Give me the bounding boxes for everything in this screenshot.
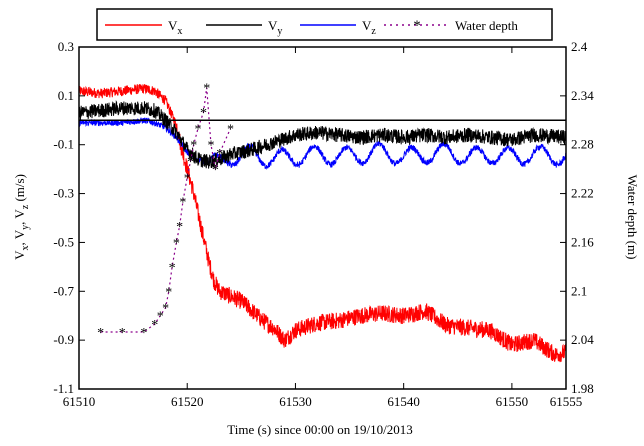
y-right-tick-label: 2.4 (571, 39, 588, 54)
y-left-tick-label: -1.1 (53, 381, 74, 396)
series-line-vz (78, 117, 567, 170)
y-left-tick-label: -0.7 (53, 283, 74, 298)
legend: Vx Vy Vz * Water depth (96, 8, 553, 41)
x-tick-label: 61520 (171, 394, 204, 409)
water-depth-point: * (169, 261, 176, 276)
legend-label-vy: Vy (268, 18, 282, 37)
water-depth-point: * (173, 236, 180, 251)
water-depth-point: * (200, 106, 207, 121)
water-depth-point: * (208, 139, 215, 154)
water-depth-point: * (227, 122, 234, 137)
y-left-tick-label: -0.5 (53, 234, 74, 249)
legend-label-depth: Water depth (455, 18, 518, 33)
water-depth-point: * (176, 220, 183, 235)
y-left-label-vy-sub: y (20, 225, 31, 230)
y-left-tick-label: 0.3 (58, 39, 74, 54)
frame-layer (78, 46, 567, 390)
legend-marker-depth: * (413, 18, 421, 34)
y-left-tick-label: -0.9 (53, 332, 74, 347)
water-depth-point: * (179, 196, 186, 211)
water-depth-point: * (203, 82, 210, 97)
x-tick-label: 61530 (279, 394, 312, 409)
water-depth-point: * (212, 163, 219, 178)
y-right-tick-label: 2.16 (571, 234, 594, 249)
y-left-label-vz-sub: z (20, 204, 31, 209)
y-right-tick-label: 2.1 (571, 283, 587, 298)
water-depth-point: * (190, 139, 197, 154)
y-left-label-sep2: , V (12, 209, 27, 225)
y-left-label-sep1: , V (12, 229, 27, 245)
series-line-vx (78, 83, 567, 363)
tick-layer: 61510 61520 61530 61540 61550 61555 -1.1 -0.9 -0… (53, 39, 594, 409)
y-left-tick-label: 0.1 (58, 88, 74, 103)
water-depth-point: * (140, 326, 147, 341)
y-right-tick-label: 2.28 (571, 137, 594, 152)
water-depth-point: * (216, 147, 223, 162)
water-depth-point: * (151, 318, 158, 333)
y-left-tick-label: -0.1 (53, 137, 74, 152)
water-depth-point: * (187, 155, 194, 170)
y-right-tick-label: 1.98 (571, 381, 594, 396)
x-axis-label: Time (s) since 00:00 on 19/10/2013 (227, 422, 413, 437)
y-left-label-vx-v: V (12, 250, 27, 260)
plot-frame (78, 46, 567, 390)
water-depth-point: * (165, 285, 172, 300)
legend-label-vz: Vz (362, 18, 376, 37)
legend-label-vx: Vx (168, 18, 182, 37)
x-tick-label: 61555 (550, 394, 583, 409)
y-right-tick-label: 2.22 (571, 186, 594, 201)
y-right-tick-label: 2.34 (571, 88, 594, 103)
water-depth-point: * (97, 326, 104, 341)
y-left-label-vx-sub: x (20, 246, 31, 251)
series-layer: * * ******************* (78, 82, 567, 363)
x-tick-label: 61510 (63, 394, 96, 409)
water-depth-point: * (162, 302, 169, 317)
water-depth-point: * (157, 310, 164, 325)
x-tick-label: 61540 (387, 394, 420, 409)
y-left-axis-label: Vx, Vy, Vz (m/s) (12, 174, 31, 260)
series-line-water-depth (100, 87, 232, 333)
x-tick-label: 61550 (496, 394, 529, 409)
y-right-axis-label: Water depth (m) (625, 175, 640, 260)
y-left-label-unit: (m/s) (12, 174, 27, 205)
y-left-tick-label: -0.3 (53, 186, 74, 201)
y-right-tick-label: 2.04 (571, 332, 594, 347)
water-depth-point: * (119, 326, 126, 341)
water-depth-point: * (195, 122, 202, 137)
water-depth-point: * (184, 171, 191, 186)
